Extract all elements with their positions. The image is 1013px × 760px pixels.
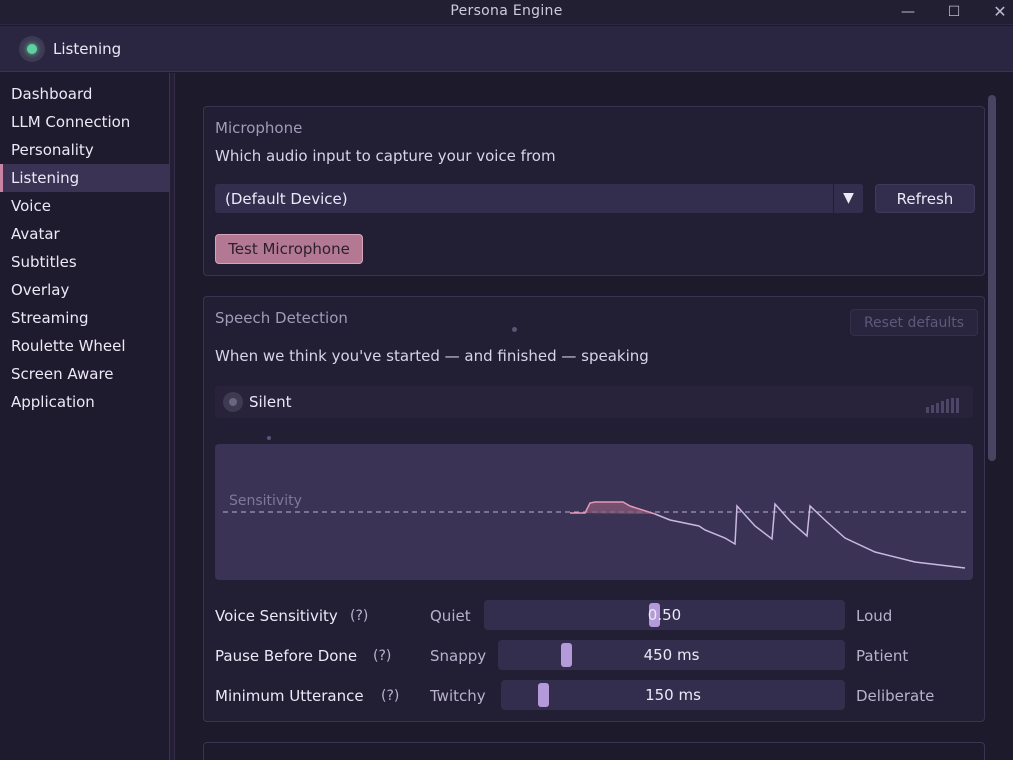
particle-decoration [512, 327, 517, 332]
sidebar-item-llm-connection[interactable]: LLM Connection [11, 113, 131, 131]
particle-decoration [267, 436, 271, 440]
voice-activity-row: Silent [215, 386, 973, 418]
next-panel-edge [203, 742, 985, 760]
detected-speech-fill [570, 502, 655, 514]
voice-activity-state: Silent [249, 393, 292, 411]
minimize-icon[interactable]: — [901, 4, 915, 20]
sidebar-item-voice[interactable]: Voice [11, 197, 51, 215]
pause-before-done-label: Pause Before Done [215, 647, 358, 665]
pause-before-done-value: 450 ms [643, 646, 700, 664]
speech-detection-description: When we think you've started — and finis… [215, 347, 649, 365]
sidebar-item-overlay[interactable]: Overlay [11, 281, 70, 299]
minimum-utterance-help[interactable]: (?) [381, 688, 400, 704]
slider-thumb[interactable] [538, 683, 549, 707]
level-meter-icon [924, 394, 959, 413]
pause-before-done-max-label: Patient [856, 647, 909, 665]
sensitivity-graph: Sensitivity [215, 444, 973, 580]
microphone-title: Microphone [215, 119, 303, 137]
sidebar-item-dashboard[interactable]: Dashboard [11, 85, 93, 103]
device-select-value: (Default Device) [225, 190, 348, 208]
sidebar: Dashboard LLM Connection Personality Lis… [0, 73, 170, 760]
pause-before-done-slider[interactable]: 450 ms [498, 640, 845, 670]
detected-speech-line [570, 501, 656, 515]
voice-sensitivity-help[interactable]: (?) [350, 608, 369, 624]
minimum-utterance-slider[interactable]: 150 ms [501, 680, 845, 710]
sidebar-item-application[interactable]: Application [11, 393, 95, 411]
pause-before-done-help[interactable]: (?) [373, 648, 392, 664]
voice-sensitivity-min-label: Quiet [430, 607, 471, 625]
sidebar-item-personality[interactable]: Personality [11, 141, 94, 159]
slider-thumb[interactable] [561, 643, 572, 667]
dropdown-arrow-icon[interactable]: ▼ [833, 184, 863, 213]
silent-indicator-icon [223, 392, 243, 412]
scrollbar-thumb[interactable] [988, 95, 996, 461]
status-label: Listening [53, 40, 122, 58]
window-title: Persona Engine [450, 3, 563, 19]
voice-sensitivity-label: Voice Sensitivity [215, 607, 338, 625]
sensitivity-graph-label: Sensitivity [229, 493, 302, 509]
speech-detection-title: Speech Detection [215, 309, 348, 327]
slider-thumb[interactable] [649, 603, 660, 627]
microphone-description: Which audio input to capture your voice … [215, 147, 556, 165]
voice-sensitivity-slider[interactable]: 0.50 [484, 600, 845, 630]
sidebar-item-listening[interactable]: Listening [0, 164, 169, 192]
listening-indicator-icon [19, 36, 45, 62]
maximize-icon[interactable]: ☐ [947, 4, 961, 20]
minimum-utterance-label: Minimum Utterance [215, 687, 364, 705]
close-icon[interactable]: ✕ [993, 2, 1007, 21]
waveform-plot [223, 501, 967, 569]
minimum-utterance-value: 150 ms [645, 686, 701, 704]
minimum-utterance-max-label: Deliberate [856, 687, 935, 705]
audio-level-line [654, 502, 966, 569]
voice-sensitivity-max-label: Loud [856, 607, 893, 625]
voice-sensitivity-value: 0.50 [647, 606, 682, 624]
pause-before-done-min-label: Snappy [430, 647, 487, 665]
status-header: Listening [0, 26, 1013, 72]
sidebar-item-subtitles[interactable]: Subtitles [11, 253, 77, 271]
sidebar-item-roulette-wheel[interactable]: Roulette Wheel [11, 337, 126, 355]
test-microphone-button[interactable]: Test Microphone [215, 234, 363, 264]
refresh-button[interactable]: Refresh [875, 184, 975, 213]
sidebar-item-screen-aware[interactable]: Screen Aware [11, 365, 114, 383]
minimum-utterance-min-label: Twitchy [430, 687, 486, 705]
sidebar-item-streaming[interactable]: Streaming [11, 309, 89, 327]
title-bar: Persona Engine — ☐ ✕ [0, 0, 1013, 25]
microphone-device-select[interactable]: (Default Device) ▼ [215, 184, 863, 213]
sidebar-splitter[interactable] [170, 73, 175, 760]
sidebar-item-avatar[interactable]: Avatar [11, 225, 60, 243]
reset-defaults-button[interactable]: Reset defaults [850, 309, 978, 336]
